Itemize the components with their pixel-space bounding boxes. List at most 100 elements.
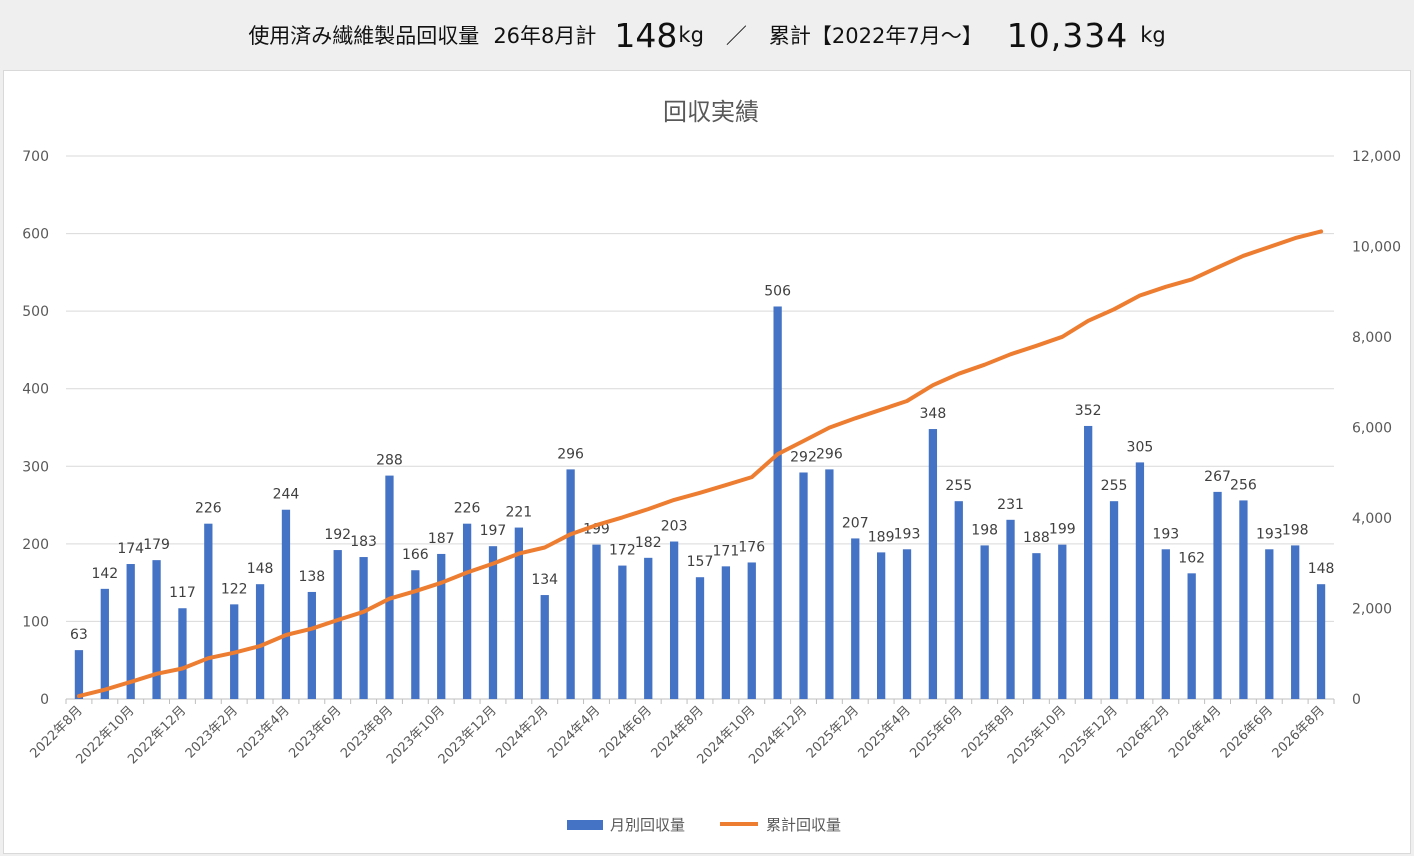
- bar: [1265, 549, 1274, 699]
- gridlines: [66, 155, 1334, 700]
- bar: [100, 588, 109, 699]
- data-label: 176: [738, 539, 765, 555]
- bar: [721, 566, 731, 699]
- bar: [281, 509, 291, 699]
- bar: [1213, 491, 1222, 699]
- y2-tick-label: 12,000: [1352, 149, 1401, 165]
- y-tick-label: 300: [22, 459, 49, 475]
- y2-tick-label: 10,000: [1352, 240, 1401, 256]
- data-label: 296: [816, 446, 843, 462]
- data-label: 117: [169, 585, 196, 601]
- x-tick-label: 2026年4月: [1166, 703, 1224, 761]
- x-axis: 2022年8月2022年10月2022年12月2023年2月2023年4月202…: [28, 699, 1335, 767]
- chart-panel: [3, 70, 1411, 854]
- data-label: 157: [687, 554, 714, 570]
- data-label: 193: [1256, 526, 1283, 542]
- bar: [307, 591, 316, 699]
- data-label: 203: [661, 519, 688, 535]
- bar: [255, 584, 265, 699]
- data-label: 296: [557, 446, 584, 462]
- data-label: 198: [971, 522, 998, 538]
- bar: [333, 550, 342, 699]
- data-label: 188: [1023, 530, 1050, 546]
- bar: [747, 562, 756, 699]
- bar: [1109, 501, 1119, 699]
- x-tick-label: 2026年2月: [1114, 703, 1172, 761]
- x-tick-label: 2023年6月: [286, 703, 344, 761]
- bar: [1291, 545, 1300, 699]
- bar: [411, 570, 420, 699]
- data-label: 197: [480, 523, 507, 539]
- y-tick-label: 500: [22, 304, 49, 320]
- x-tick-label: 2026年8月: [1270, 703, 1328, 761]
- bar: [799, 472, 808, 699]
- legend-label-cumulative: 累計回収量: [766, 816, 841, 834]
- y-tick-label: 400: [22, 382, 49, 398]
- bar: [928, 429, 938, 699]
- data-label: 174: [117, 541, 144, 557]
- data-label: 199: [1049, 522, 1076, 538]
- bar: [1187, 573, 1196, 699]
- y-tick-label: 100: [22, 614, 49, 630]
- data-label: 148: [247, 561, 274, 577]
- y-tick-label: 0: [40, 692, 49, 708]
- x-tick-label: 2024年6月: [597, 703, 655, 761]
- banner-month-unit: kg: [678, 23, 704, 47]
- bar: [1084, 425, 1093, 699]
- bar: [618, 565, 627, 699]
- x-tick-label: 2024年4月: [545, 703, 603, 761]
- bar: [1135, 462, 1145, 699]
- data-label: 193: [894, 526, 921, 542]
- y2-tick-label: 6,000: [1352, 421, 1392, 437]
- bar: [644, 557, 653, 699]
- data-label: 292: [790, 449, 817, 465]
- y-axis-left: 0 100 200 300 400 500 600 700: [22, 149, 49, 708]
- data-label: 288: [376, 453, 403, 469]
- banner-label: 使用済み繊維製品回収量: [248, 24, 480, 48]
- data-label: 134: [531, 572, 558, 588]
- y-tick-label: 600: [22, 227, 49, 243]
- banner-cumulative-label: 累計【2022年7月～】: [768, 24, 983, 48]
- data-label: 162: [1178, 550, 1205, 566]
- data-label: 221: [505, 505, 532, 521]
- bar: [1239, 500, 1248, 699]
- y2-tick-label: 4,000: [1352, 511, 1392, 527]
- data-label: 182: [635, 535, 662, 551]
- legend-label-monthly: 月別回収量: [610, 816, 685, 834]
- bar: [877, 552, 886, 699]
- bar: [437, 553, 446, 699]
- data-label: 207: [842, 515, 869, 531]
- y2-tick-label: 0: [1352, 692, 1361, 708]
- banner-month-label: 26年8月計: [493, 24, 597, 48]
- banner-month-value: 148: [614, 15, 678, 55]
- x-tick-label: 2024年2月: [493, 703, 551, 761]
- y-tick-label: 700: [22, 149, 49, 165]
- data-label: 198: [1282, 522, 1309, 538]
- data-label: 122: [221, 581, 248, 597]
- bar: [1058, 544, 1067, 699]
- bar: [902, 549, 912, 699]
- bar: [540, 595, 549, 699]
- y2-tick-label: 2,000: [1352, 602, 1392, 618]
- legend: 月別回収量 累計回収量: [567, 816, 841, 834]
- data-label: 142: [91, 566, 118, 582]
- bar: [488, 546, 498, 699]
- data-label: 255: [945, 478, 972, 494]
- bar: [385, 475, 394, 699]
- data-label: 187: [428, 531, 455, 547]
- data-label: 226: [454, 501, 481, 517]
- y2-tick-label: 8,000: [1352, 330, 1392, 346]
- bar: [74, 650, 84, 699]
- x-tick-label: 2026年6月: [1218, 703, 1276, 761]
- bar: [669, 541, 679, 699]
- data-label: 256: [1230, 477, 1257, 493]
- banner-total-value: 10,334: [1006, 15, 1129, 55]
- bar: [152, 560, 161, 699]
- bar: [1161, 549, 1170, 699]
- x-tick-label: 2023年2月: [183, 703, 241, 761]
- x-tick-label: 2023年4月: [235, 703, 293, 761]
- bar: [851, 538, 860, 699]
- bar-data-labels: 63 142 174 179 117 226 122 148 244 138 192 183 288 16…: [70, 283, 1334, 643]
- bar: [462, 523, 472, 699]
